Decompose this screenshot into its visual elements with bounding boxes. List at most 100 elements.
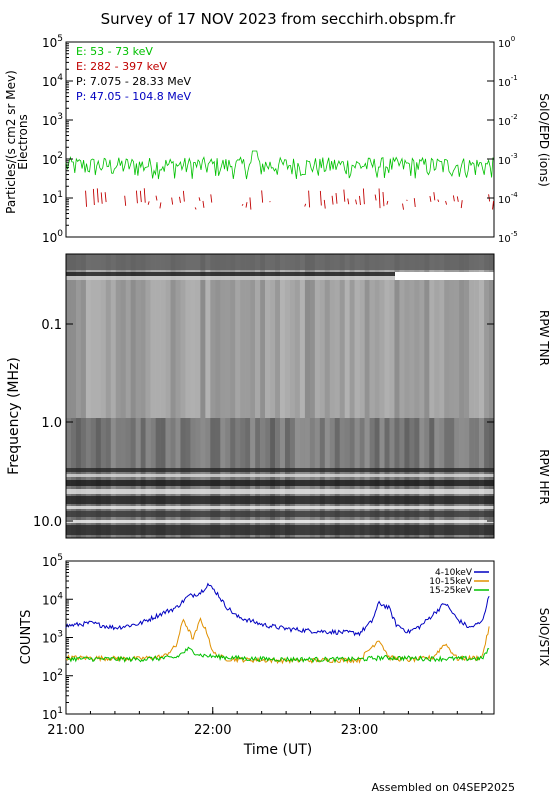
particles-legend-entry: P: 7.075 - 28.33 MeV: [76, 75, 192, 88]
hfr-column: [175, 418, 181, 538]
epd-ytick-label: 10-2: [498, 113, 518, 128]
tnr-column: [454, 254, 460, 418]
hfr-column: [394, 418, 400, 538]
tnr-column: [289, 254, 296, 418]
hfr-column: [125, 418, 131, 538]
particles-ytick-label: 102: [42, 151, 63, 167]
hfr-column: [180, 418, 186, 538]
tnr-column: [374, 254, 380, 418]
hfr-column: [324, 418, 331, 538]
tnr-column: [105, 254, 112, 418]
tnr-column: [389, 254, 395, 418]
tnr-column: [404, 254, 410, 418]
tnr-column: [479, 254, 485, 418]
hfr-column: [210, 418, 216, 538]
hfr-column: [115, 418, 122, 538]
tnr-column: [464, 254, 470, 418]
radio-spectrogram: [66, 254, 495, 538]
hfr-column: [280, 418, 286, 538]
tnr-column: [444, 254, 450, 418]
series-e2-segment: [96, 188, 99, 203]
series-e2-segment: [143, 188, 146, 203]
tnr-column: [384, 254, 390, 418]
tnr-column: [210, 254, 216, 418]
series-e2-segment: [210, 194, 213, 203]
tnr-column: [474, 254, 480, 418]
spectrogram-band: [66, 468, 494, 472]
hfr-column: [479, 418, 485, 538]
particles-ylabel-electrons: Electrons: [16, 114, 30, 169]
hfr-column: [215, 418, 221, 538]
particles-legend-entry: E: 53 - 73 keV: [76, 45, 153, 58]
epd-ytick-label: 10-3: [498, 152, 518, 167]
series-e2-segment: [374, 194, 377, 201]
stix-xtick-label: 23:00: [341, 723, 378, 738]
tnr-column: [215, 254, 221, 418]
spectrogram-band: [66, 511, 494, 517]
series-e2-segment: [347, 198, 350, 205]
series-e2-segment: [100, 192, 103, 204]
tnr-column: [135, 254, 141, 418]
hfr-column: [260, 418, 266, 538]
tnr-column: [265, 254, 271, 418]
tnr-column: [170, 254, 176, 418]
series-e2-segment: [155, 195, 158, 201]
tnr-column: [489, 254, 495, 418]
tnr-column: [255, 254, 261, 418]
tnr-right-label: RPW TNR: [537, 310, 550, 366]
hfr-column: [75, 418, 82, 538]
tnr-column: [160, 254, 166, 418]
hfr-column: [100, 418, 107, 538]
tnr-column: [205, 254, 211, 418]
tnr-column: [80, 254, 87, 418]
hfr-column: [145, 418, 151, 538]
series-e2-segment: [413, 198, 416, 208]
series-e2-segment: [335, 192, 338, 204]
tnr-column: [429, 254, 435, 418]
stix-right-label: SolO/STIX: [537, 608, 550, 667]
hfr-column: [270, 418, 276, 538]
stix-xlabel: Time (UT): [243, 742, 312, 758]
series-e2-segment: [159, 202, 162, 209]
hfr-column: [439, 418, 445, 538]
tnr-column: [319, 254, 326, 418]
spectrogram-band: [66, 525, 494, 535]
tnr-column: [409, 254, 415, 418]
tnr-column: [324, 254, 331, 418]
tnr-column: [75, 254, 82, 418]
tnr-column: [95, 254, 102, 418]
series-electrons-282-397keV: [85, 188, 494, 210]
hfr-column: [334, 418, 341, 538]
tnr-column: [180, 254, 186, 418]
series-e2-segment: [331, 195, 334, 205]
hfr-column: [344, 418, 350, 538]
hfr-column: [379, 418, 385, 538]
particles-ytick-label: 103: [42, 112, 63, 128]
hfr-column: [95, 418, 102, 538]
hfr-column: [389, 418, 395, 538]
stix-legend-label: 15-25keV: [429, 586, 473, 596]
hfr-column: [150, 418, 156, 538]
series-e2-segment: [245, 202, 248, 208]
tnr-column: [469, 254, 475, 418]
stix-legend-label: 10-15keV: [429, 577, 473, 587]
epd-right-label: SolO/EPD (ions): [537, 93, 550, 187]
hfr-column: [225, 418, 231, 538]
tnr-column: [70, 254, 77, 418]
tnr-column: [195, 254, 201, 418]
tnr-column: [235, 254, 241, 418]
hfr-column: [235, 418, 241, 538]
hfr-column: [419, 418, 425, 538]
hfr-column: [284, 418, 291, 538]
figure-title: Survey of 17 NOV 2023 from secchirh.obsp…: [101, 10, 457, 28]
hfr-column: [489, 418, 495, 538]
stix-ytick-label: 104: [42, 591, 63, 607]
tnr-column: [419, 254, 425, 418]
stix-ytick-label: 103: [42, 630, 63, 646]
hfr-column: [374, 418, 380, 538]
hfr-column: [70, 418, 77, 538]
tnr-column: [225, 254, 231, 418]
tnr-column: [220, 254, 226, 418]
series-e2-segment: [355, 199, 357, 205]
spectrogram-band: [66, 276, 494, 280]
